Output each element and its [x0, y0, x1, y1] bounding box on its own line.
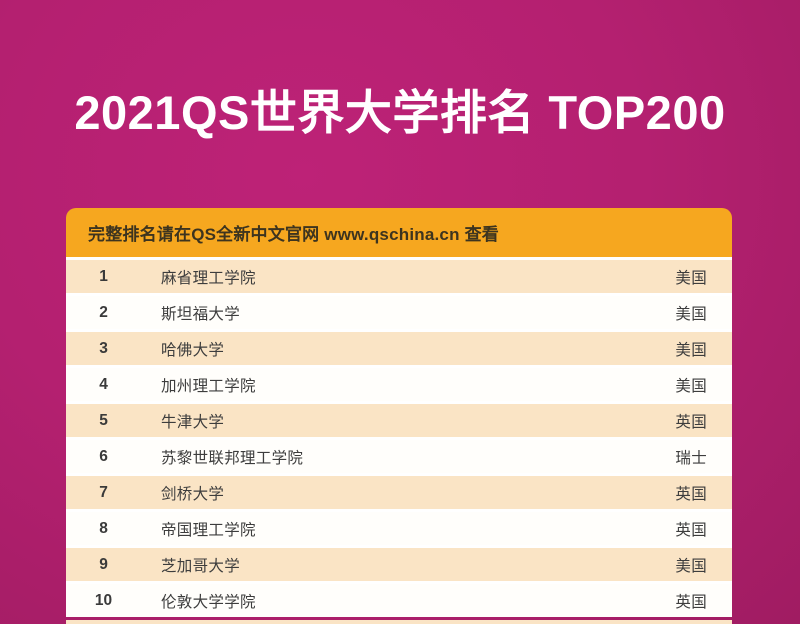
rank-cell: 2 — [99, 303, 108, 321]
table-row: 7 剑桥大学 英国 — [66, 476, 732, 509]
country-cell: 英国 — [675, 521, 707, 539]
country-cell: 英国 — [675, 593, 707, 611]
rank-cell: 1 — [99, 267, 108, 285]
rank-cell: 5 — [99, 411, 108, 429]
university-cell: 芝加哥大学 — [161, 557, 241, 575]
rank-cell: 6 — [99, 447, 108, 465]
country-cell: 美国 — [675, 557, 707, 575]
table-row: 5 牛津大学 英国 — [66, 404, 732, 437]
university-cell: 斯坦福大学 — [161, 305, 241, 323]
university-cell: 加州理工学院 — [161, 377, 256, 395]
university-cell: 苏黎世联邦理工学院 — [161, 449, 304, 467]
table-row: 10 伦敦大学学院 英国 — [66, 584, 732, 617]
university-cell: 剑桥大学 — [161, 485, 225, 503]
rank-cell: 4 — [99, 375, 108, 393]
table-header-banner: 完整排名请在QS全新中文官网 www.qschina.cn 查看 — [66, 208, 732, 257]
country-cell: 美国 — [675, 341, 707, 359]
country-cell: 英国 — [675, 413, 707, 431]
table-rows: 1 麻省理工学院 美国 2 斯坦福大学 美国 3 哈佛大学 美国 4 加州理工学… — [66, 257, 732, 617]
university-cell: 牛津大学 — [161, 413, 225, 431]
rank-cell: 10 — [94, 591, 113, 609]
rank-cell: 3 — [99, 339, 108, 357]
table-row: 4 加州理工学院 美国 — [66, 368, 732, 401]
university-cell: 帝国理工学院 — [161, 521, 256, 539]
table-row: 8 帝国理工学院 英国 — [66, 512, 732, 545]
table-row: 6 苏黎世联邦理工学院 瑞士 — [66, 440, 732, 473]
university-cell: 哈佛大学 — [161, 341, 225, 359]
table-row: 1 麻省理工学院 美国 — [66, 260, 732, 293]
country-cell: 美国 — [675, 305, 707, 323]
rank-cell: 8 — [99, 519, 108, 537]
ranking-table: 完整排名请在QS全新中文官网 www.qschina.cn 查看 1 麻省理工学… — [66, 208, 732, 624]
university-cell: 麻省理工学院 — [161, 269, 256, 287]
table-row: 2 斯坦福大学 美国 — [66, 296, 732, 329]
country-cell: 瑞士 — [675, 449, 707, 467]
university-cell: 伦敦大学学院 — [161, 593, 256, 611]
rank-cell: 7 — [99, 483, 108, 501]
country-cell: 英国 — [675, 485, 707, 503]
table-row: 9 芝加哥大学 美国 — [66, 548, 732, 581]
country-cell: 美国 — [675, 269, 707, 287]
page-title: 2021QS世界大学排名 TOP200 — [74, 86, 726, 139]
country-cell: 美国 — [675, 377, 707, 395]
table-row: 3 哈佛大学 美国 — [66, 332, 732, 365]
banner-text: 完整排名请在QS全新中文官网 www.qschina.cn 查看 — [88, 225, 499, 244]
rank-cell: 9 — [99, 555, 108, 573]
partial-next-row — [66, 620, 732, 624]
